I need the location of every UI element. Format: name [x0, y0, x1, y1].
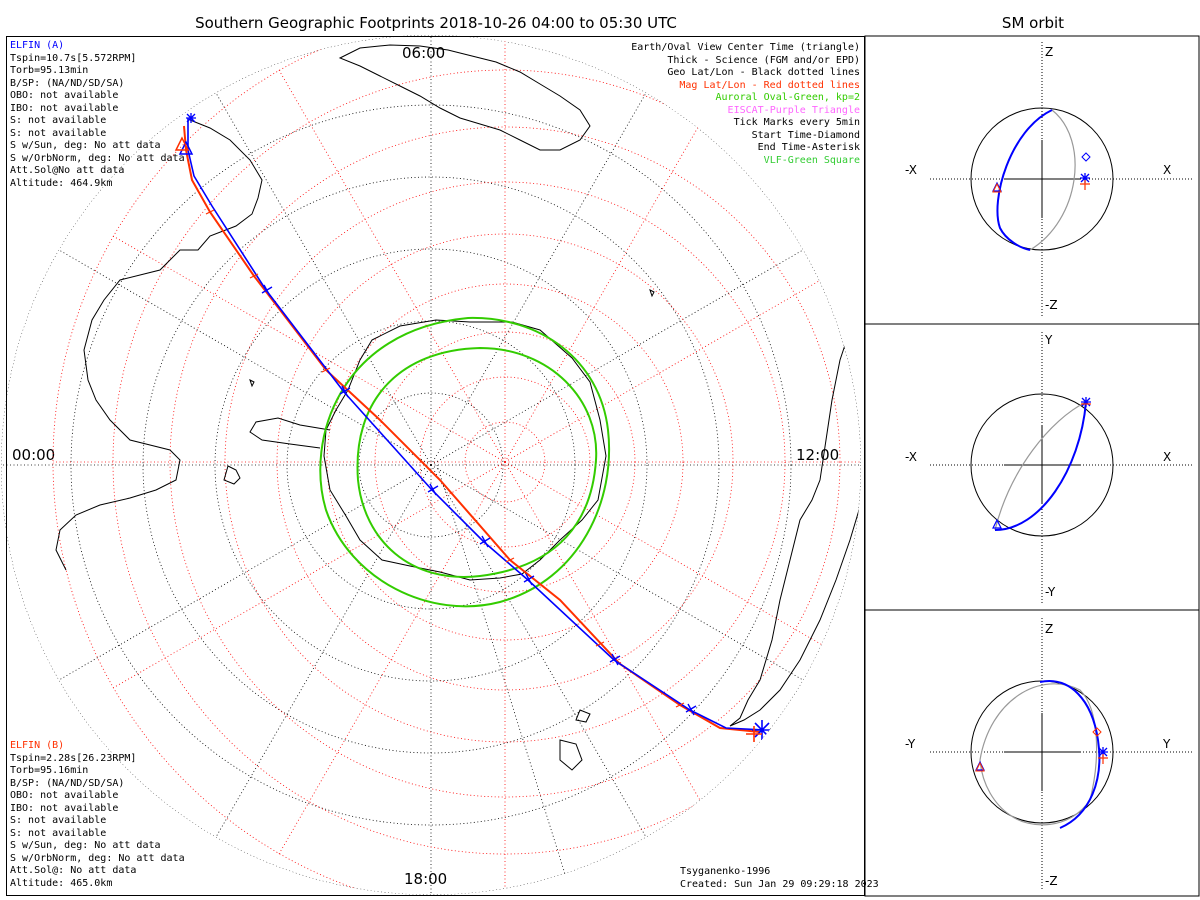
auroral-ovals — [319, 316, 610, 608]
elfin-b-line: Altitude: 465.0km — [10, 877, 113, 889]
axis-label-top: Y — [1044, 333, 1053, 347]
elfin-a-line: OBO: not available — [10, 90, 119, 101]
axis-label-right: Y — [1162, 737, 1171, 751]
elfin-a-line: S: not available — [10, 127, 107, 139]
orbit-panel-1-frame — [864, 35, 1200, 325]
geo-grid — [1, 35, 861, 895]
legend-item: End Time-Asterisk — [757, 142, 860, 153]
time-label-right: 12:00 — [796, 446, 839, 464]
orbit-panel-3-frame — [864, 609, 1200, 897]
south-georgia-coast — [559, 739, 583, 771]
elfin-b-line: IBO: not available — [10, 802, 119, 814]
legend-item: Earth/Oval View Center Time (triangle) — [631, 42, 860, 53]
australia-coast — [55, 119, 263, 571]
elfin-b-line: OBO: not available — [10, 790, 119, 801]
small-island-1 — [649, 289, 655, 298]
legend-item: VLF-Green Square — [763, 154, 860, 166]
elfin-b-line: Tspin=2.28s[26.23RPM] — [10, 752, 137, 764]
elfin-b-track — [183, 125, 761, 733]
legend: Earth/Oval View Center Time (triangle) T… — [631, 42, 860, 167]
end-markers — [746, 720, 772, 742]
axis-label-left: -X — [905, 163, 917, 177]
axis-label-top: Z — [1045, 45, 1053, 59]
elfin-a-line: Att.Sol@No att data — [10, 165, 125, 176]
model-label: Tsyganenko-1996 — [680, 866, 771, 877]
sm-orbit-title: SM orbit — [1001, 14, 1065, 32]
new-zealand-coast — [338, 44, 591, 151]
legend-item: EISCAT-Purple Triangle — [727, 104, 860, 116]
axis-label-bottom: -Z — [1045, 298, 1058, 312]
elfin-a-line: IBO: not available — [10, 102, 119, 114]
elfin-a-info: ELFIN (A) Tspin=10.7s[5.572RPM] Torb=95.… — [10, 40, 185, 190]
time-label-left: 00:00 — [12, 446, 55, 464]
elfin-b-line: S: not available — [10, 815, 107, 826]
falklands-coast — [575, 709, 591, 723]
orbit-panel-xy: Y -Y -X X — [905, 332, 1192, 604]
elfin-a-line: Altitude: 464.9km — [10, 177, 113, 189]
small-island-2 — [249, 379, 255, 388]
orbit-panel-xz: Z -Z -X X — [905, 42, 1192, 318]
tasmania-coast — [223, 465, 241, 485]
elfin-b-info: ELFIN (B) Tspin=2.28s[26.23RPM] Torb=95.… — [10, 740, 185, 890]
elfin-b-line: Att.Sol@: No att data — [10, 865, 137, 876]
axis-label-left: -Y — [905, 737, 916, 751]
axis-label-bottom: -Y — [1045, 585, 1056, 599]
orbit-panel-2-frame — [864, 323, 1200, 611]
elfin-a-ticks — [261, 284, 697, 716]
elfin-b-line: B/SP: (NA/ND/SD/SA) — [10, 777, 125, 789]
plot-title: Southern Geographic Footprints 2018-10-2… — [195, 14, 677, 32]
elfin-b-ticks — [205, 209, 685, 708]
elfin-b-name: ELFIN (B) — [10, 740, 65, 751]
elfin-b-line: S w/OrbNorm, deg: No att data — [10, 852, 185, 864]
legend-item: Auroral Oval-Green, kp=2 — [715, 92, 861, 103]
auroral-oval-inner — [356, 346, 598, 578]
legend-item: Geo Lat/Lon - Black dotted lines — [667, 67, 860, 78]
elfin-a-name: ELFIN (A) — [10, 40, 65, 51]
axis-label-top: Z — [1045, 622, 1053, 636]
legend-item: Start Time-Diamond — [751, 129, 860, 141]
legend-item: Tick Marks every 5min — [733, 117, 860, 128]
elfin-a-line: S w/Sun, deg: No att data — [10, 140, 161, 151]
elfin-a-line: Torb=95.13min — [10, 65, 89, 76]
elfin-a-track — [187, 118, 765, 731]
axis-label-right: X — [1163, 163, 1171, 177]
mag-grid — [52, 35, 861, 895]
elfin-b-line: S w/Sun, deg: No att data — [10, 840, 161, 851]
time-label-bottom: 18:00 — [404, 870, 447, 888]
elfin-b-line: S: not available — [10, 827, 107, 839]
axis-label-bottom: -Z — [1045, 874, 1058, 888]
axis-label-left: -X — [905, 450, 917, 464]
elfin-a-line: B/SP: (NA/ND/SD/SA) — [10, 77, 125, 89]
created-timestamp: Created: Sun Jan 29 09:29:18 2023 — [680, 878, 879, 890]
elfin-a-line: S: not available — [10, 115, 107, 126]
south-america-coast — [729, 299, 861, 727]
elfin-a-line: S w/OrbNorm, deg: No att data — [10, 152, 185, 164]
coastlines — [55, 44, 861, 771]
auroral-oval-outer — [319, 316, 610, 608]
axis-label-right: X — [1163, 450, 1171, 464]
start-markers — [186, 113, 196, 123]
antarctic-peninsula — [249, 417, 331, 449]
elfin-b-line: Torb=95.16min — [10, 765, 89, 776]
elfin-a-line: Tspin=10.7s[5.572RPM] — [10, 52, 137, 64]
orbit-panel-yz: Z -Z -Y Y — [905, 618, 1192, 890]
credit: Tsyganenko-1996 Created: Sun Jan 29 09:2… — [680, 866, 879, 891]
legend-item: Mag Lat/Lon - Red dotted lines — [679, 79, 860, 91]
view-center-markers — [174, 136, 194, 155]
legend-item: Thick - Science (FGM and/or EPD) — [667, 54, 860, 66]
